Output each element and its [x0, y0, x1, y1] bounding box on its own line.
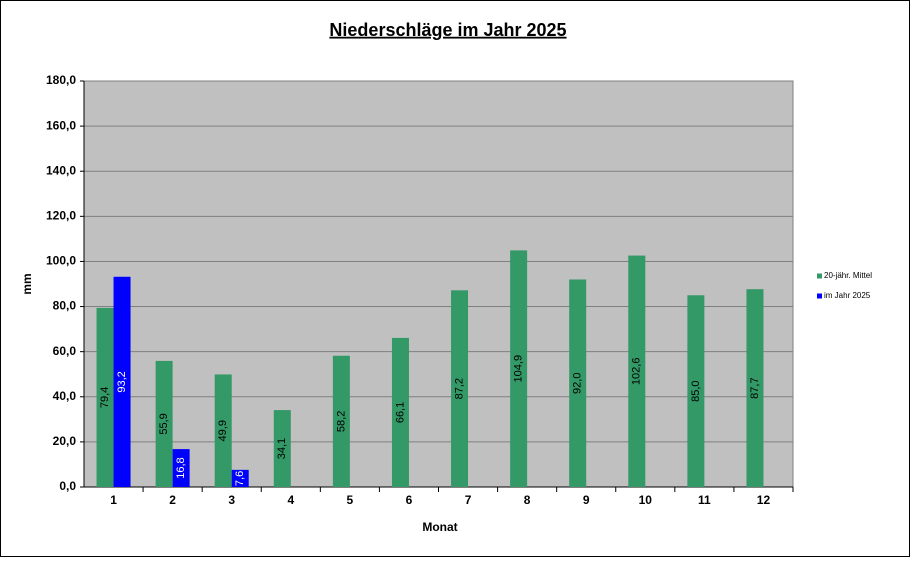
data-label: 102,6: [631, 358, 643, 386]
y-tick-label: 20,0: [53, 434, 77, 448]
bar: [569, 279, 587, 487]
bar: [172, 449, 190, 487]
bar: [231, 469, 249, 487]
data-label: 87,2: [453, 378, 465, 399]
y-tick-label: 0,0: [59, 479, 76, 493]
x-tick-label: 4: [287, 493, 294, 507]
data-label: 66,1: [394, 402, 406, 423]
bar: [155, 360, 173, 487]
y-tick-label: 100,0: [46, 254, 76, 268]
bar: [510, 250, 528, 487]
x-axis-label: Monat: [422, 520, 457, 534]
data-label: 34,1: [276, 438, 288, 459]
chart-title: Niederschläge im Jahr 2025: [329, 20, 566, 40]
data-label: 92,0: [572, 373, 584, 394]
bar: [273, 410, 291, 487]
data-label: 87,7: [749, 377, 761, 398]
data-label: 58,2: [335, 411, 347, 432]
data-label: 7,6: [234, 471, 246, 486]
y-tick-label: 160,0: [46, 118, 76, 132]
x-tick-label: 6: [406, 493, 413, 507]
legend-swatch: [817, 273, 822, 279]
x-tick-label: 12: [757, 493, 771, 507]
data-label: 16,8: [175, 457, 187, 478]
y-tick-label: 120,0: [46, 209, 76, 223]
bar: [214, 374, 232, 487]
x-tick-label: 1: [110, 493, 117, 507]
bar: [332, 355, 350, 487]
data-label: 85,0: [690, 380, 702, 401]
x-tick-label: 5: [347, 493, 354, 507]
y-tick-label: 80,0: [53, 299, 77, 313]
data-label: 55,9: [158, 413, 170, 434]
data-label: 104,9: [513, 355, 525, 383]
data-label: 93,2: [116, 371, 128, 392]
x-tick-label: 11: [698, 493, 711, 507]
y-axis-label: mm: [20, 273, 34, 294]
plot-area: [83, 80, 794, 488]
legend-label: 20-jähr. Mittel: [824, 271, 872, 280]
bar: [628, 255, 646, 487]
bar: [391, 337, 409, 487]
data-label: 49,9: [217, 420, 229, 441]
bar: [113, 276, 131, 487]
y-tick-label: 60,0: [53, 344, 77, 358]
x-tick-label: 2: [169, 493, 176, 507]
x-tick-label: 7: [465, 493, 472, 507]
legend-label: im Jahr 2025: [824, 291, 871, 300]
y-tick-label: 40,0: [53, 389, 77, 403]
bar: [687, 295, 705, 487]
data-label: 79,4: [99, 387, 111, 408]
x-tick-label: 8: [524, 493, 531, 507]
x-tick-label: 9: [583, 493, 590, 507]
y-tick-label: 180,0: [46, 73, 76, 87]
bar: [96, 307, 114, 487]
y-tick-label: 140,0: [46, 163, 76, 177]
bar: [451, 290, 469, 487]
bar: [746, 289, 764, 487]
legend-swatch: [817, 293, 822, 299]
x-tick-label: 3: [228, 493, 235, 507]
x-tick-label: 10: [639, 493, 653, 507]
